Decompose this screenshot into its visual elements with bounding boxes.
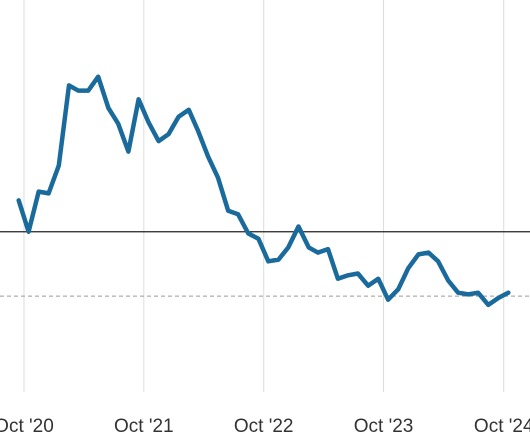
x-tick-label: Oct '22 [234, 416, 294, 437]
reference-lines [0, 231, 530, 297]
x-tick-label: Oct '20 [0, 416, 54, 437]
x-tick-label: Oct '24 [474, 416, 530, 437]
x-tick-label: Oct '21 [114, 416, 174, 437]
series-lines [16, 74, 511, 308]
x-tick-label: Oct '23 [354, 416, 414, 437]
x-axis-tick-labels: Oct '20 Oct '21 Oct '22 Oct '23 Oct '24 [0, 416, 530, 437]
vertical-gridlines [23, 0, 505, 392]
series-line-0 [16, 74, 511, 308]
